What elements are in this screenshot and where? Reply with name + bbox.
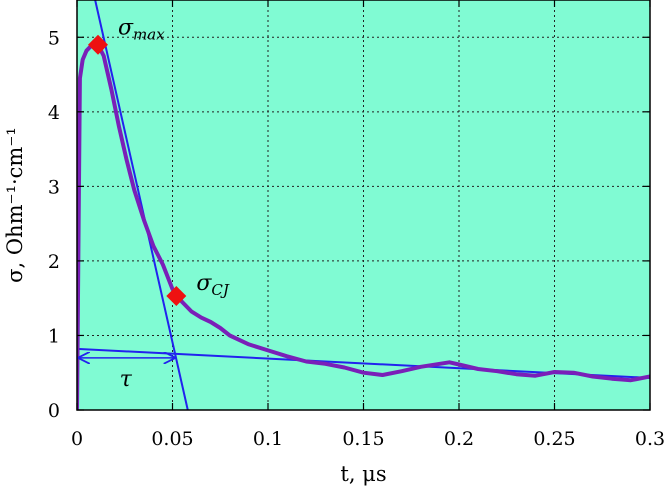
conductivity-series-line (77, 42, 650, 410)
y-tick-label: 0 (48, 400, 60, 422)
series (77, 42, 650, 410)
grid (77, 0, 650, 410)
x-tick-label: 0.25 (533, 428, 575, 450)
x-tick-label: 0.3 (635, 428, 665, 450)
y-tick-label: 4 (48, 102, 60, 124)
y-tick-label: 2 (48, 251, 60, 273)
markers (88, 34, 187, 306)
sigma-max-label: σmax (118, 16, 165, 44)
y-axis-label: σ, Ohm⁻¹·cm⁻¹ (3, 127, 27, 283)
x-tick-label: 0 (71, 428, 83, 450)
y-tick-label: 1 (48, 325, 60, 347)
x-tick-label: 0.2 (444, 428, 474, 450)
sigma-cj-sub: CJ (211, 281, 229, 299)
y-tick-label: 5 (48, 27, 60, 49)
x-tick-label: 0.05 (151, 428, 193, 450)
marker-diamond (88, 34, 109, 55)
y-tick-label: 3 (48, 176, 60, 198)
x-tick-label: 0.1 (253, 428, 283, 450)
sigma-cj-base: σ (196, 271, 212, 296)
x-tick-label: 0.15 (342, 428, 384, 450)
ticks: 0 0.05 0.1 0.15 0.2 0.25 0.3 0 1 2 3 4 5 (48, 0, 665, 450)
sigma-cj-label: σCJ (196, 271, 230, 299)
tau-label: τ (120, 367, 133, 392)
fit-line (94, 0, 189, 410)
x-axis-label: t, μs (340, 462, 386, 486)
sigma-max-sub: max (133, 26, 165, 44)
marker-diamond (166, 285, 187, 306)
sigma-max-base: σ (118, 16, 134, 41)
